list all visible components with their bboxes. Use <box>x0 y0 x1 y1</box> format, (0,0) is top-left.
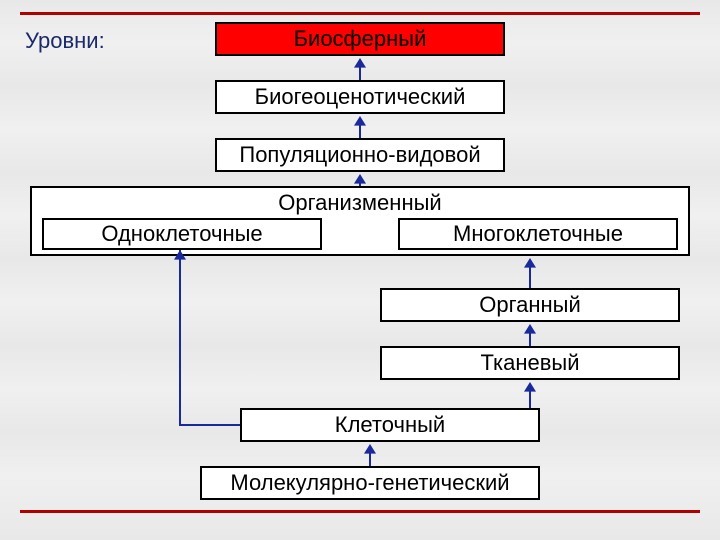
box-biosphere-label: Биосферный <box>294 26 427 52</box>
box-organism-label: Организменный <box>32 188 688 216</box>
box-multicellular: Многоклеточные <box>398 218 678 250</box>
box-biogeo-label: Биогеоценотический <box>255 84 466 110</box>
box-biosphere: Биосферный <box>215 22 505 56</box>
box-cellular-label: Клеточный <box>335 412 445 438</box>
box-unicellular: Одноклеточные <box>42 218 322 250</box>
box-unicellular-label: Одноклеточные <box>101 221 262 247</box>
bottom-rule <box>20 510 700 513</box>
box-tissue: Тканевый <box>380 346 680 380</box>
box-cellular: Клеточный <box>240 408 540 442</box>
box-organ-label: Органный <box>479 292 581 318</box>
box-molecular-label: Молекулярно-генетический <box>230 470 509 496</box>
box-tissue-label: Тканевый <box>481 350 580 376</box>
box-organ: Органный <box>380 288 680 322</box>
top-rule <box>20 12 700 15</box>
box-population: Популяционно-видовой <box>215 138 505 172</box>
box-molecular: Молекулярно-генетический <box>200 466 540 500</box>
page-title: Уровни: <box>25 28 105 54</box>
box-multicellular-label: Многоклеточные <box>453 221 623 247</box>
box-biogeo: Биогеоценотический <box>215 80 505 114</box>
box-population-label: Популяционно-видовой <box>239 142 480 168</box>
